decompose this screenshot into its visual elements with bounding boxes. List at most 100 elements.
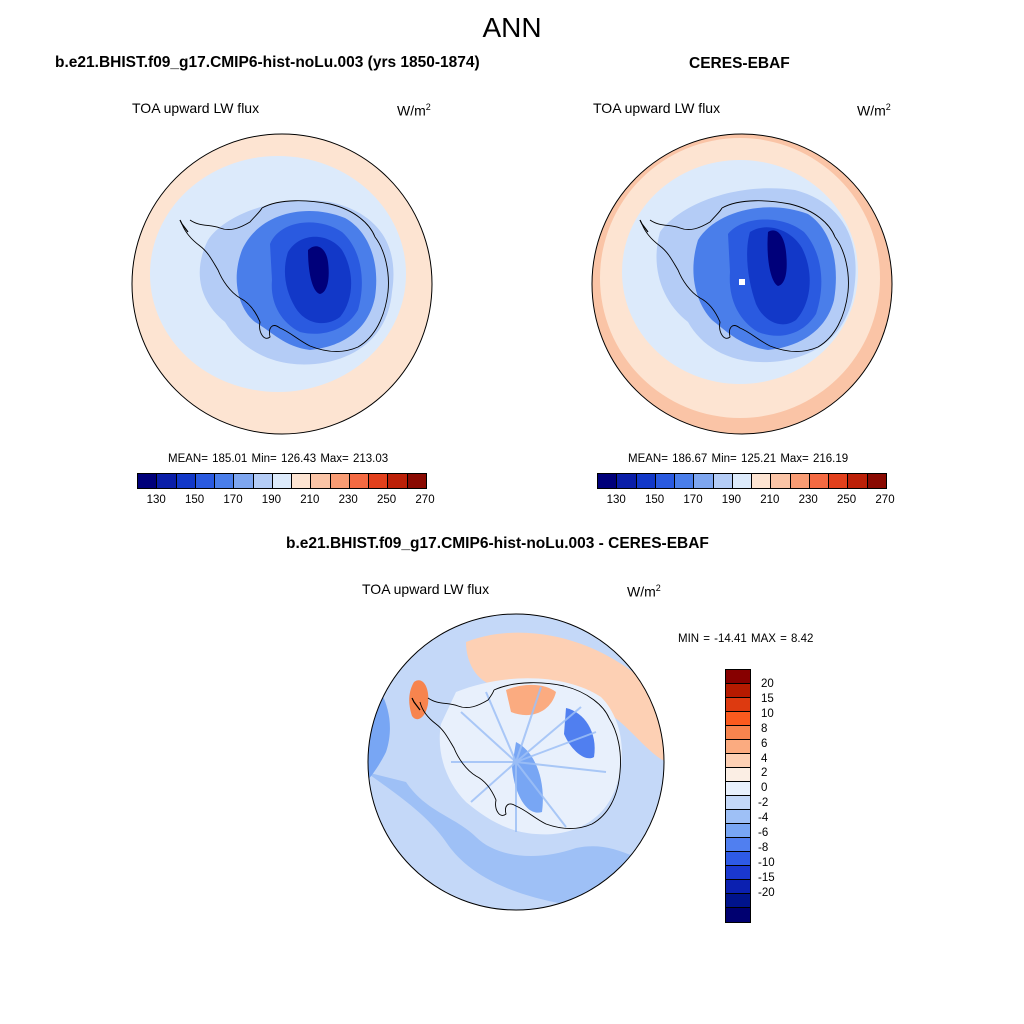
diff-colorbar-swatch [726,712,750,726]
model-colorbar-swatch [195,474,216,488]
model-unit-label: W/m2 [397,102,431,119]
model-colorbar [137,473,427,489]
model-colorbar-swatch [157,474,177,488]
diff-colorbar-label: 2 [761,767,768,780]
obs-colorbar-tick-label: 230 [798,494,818,506]
diff-colorbar-label: -20 [758,886,775,899]
obs-colorbar-swatch [598,474,618,488]
model-colorbar-ticks: 130 150 170 190 210 230 250 270 [137,494,435,508]
diff-colorbar-swatch [726,866,750,880]
diff-antarctica-coastline [419,682,621,829]
obs-antarctica-coastline [641,200,849,352]
diff-colorbar-label: -2 [758,797,769,810]
model-colorbar-tick-label: 190 [261,494,281,506]
obs-colorbar-swatch [790,474,810,488]
model-colorbar-swatch [234,474,254,488]
model-colorbar-swatch [215,474,235,488]
model-colorbar-swatch [330,474,350,488]
obs-variable-label: TOA upward LW flux [593,100,721,116]
diff-colorbar-swatch [726,838,750,852]
diff-colorbar-label: -4 [758,812,769,825]
model-colorbar-tick-label: 170 [223,494,243,506]
diff-southern-negative [368,772,664,910]
obs-colorbar-swatch [829,474,849,488]
model-map-border [131,133,433,435]
model-colorbar-swatch [272,474,293,488]
diff-colorbar-swatch [726,810,750,824]
model-peninsula-tip [179,219,189,233]
model-contour-130 [308,246,329,294]
model-colorbar-swatch [176,474,196,488]
obs-colorbar-tick-label: 250 [837,494,857,506]
model-colorbar-tick-label: 230 [338,494,358,506]
diff-peninsula-tip [411,697,421,711]
obs-colorbar-swatch [675,474,695,488]
obs-colorbar-swatch [809,474,830,488]
figure-title: ANN [482,12,542,43]
obs-colorbar-swatch [771,474,791,488]
obs-colorbar-swatch [752,474,772,488]
obs-colorbar-tick-label: 170 [683,494,703,506]
diff-colorbar-label: -6 [758,827,769,839]
diff-unit-label: W/m2 [627,583,661,600]
obs-colorbar-tick-label: 210 [760,494,780,506]
diff-polar-map [367,613,665,911]
diff-colorbar-swatch [726,740,750,754]
obs-colorbar-swatch [848,474,868,488]
diff-colorbar-swatch [726,768,750,782]
model-colorbar-tick-label: 130 [146,494,166,506]
diff-colorbar [725,669,751,923]
diff-positive-ridge [506,684,556,716]
obs-peninsula-tip [639,219,649,233]
diff-colorbar-swatch [726,908,750,922]
obs-colorbar-tick-label: 150 [645,494,665,506]
obs-stats: MEAN= 186.67 Min= 125.21 Max= 216.19 [628,453,849,465]
model-colorbar-swatch [311,474,331,488]
diff-colorbar-label: 0 [761,782,768,795]
diff-peninsula-positive [409,680,429,720]
diff-map-border [367,613,665,911]
diff-colorbar-swatch [726,782,750,796]
model-colorbar-swatch [292,474,312,488]
diff-north-positive [466,632,664,762]
diff-colorbar-label: 6 [761,737,768,750]
diff-stats: MIN = -14.41 MAX = 8.42 [678,633,814,645]
diff-colorbar-swatch [726,754,750,768]
model-panel-title: b.e21.BHIST.f09_g17.CMIP6-hist-noLu.003 … [55,54,480,71]
model-colorbar-swatch [369,474,389,488]
model-colorbar-swatch [388,474,408,488]
model-colorbar-swatch [349,474,370,488]
model-polar-map [131,133,433,435]
diff-radial-streaks [451,686,607,832]
diff-colorbar-label: 4 [761,752,768,765]
obs-colorbar-swatch [655,474,676,488]
obs-colorbar-tick-label: 270 [875,494,895,506]
diff-panel-title: b.e21.BHIST.f09_g17.CMIP6-hist-noLu.003 … [286,535,709,552]
diff-colorbar-label: -8 [758,841,769,854]
obs-colorbar-swatch [732,474,753,488]
model-colorbar-tick-label: 150 [185,494,205,506]
model-colorbar-swatch [138,474,158,488]
diff-colorbar-labels: 20 15 10 8 6 4 2 0 -2 -4 -6 -8 -10 -15 -20 [758,669,798,919]
obs-missing-pixel [739,279,745,285]
model-colorbar-tick-label: 210 [300,494,320,506]
diff-colorbar-swatch [726,852,750,866]
obs-colorbar-ticks: 130 150 170 190 210 230 250 270 [597,494,895,508]
obs-colorbar-tick-label: 190 [721,494,741,506]
diff-colorbar-swatch [726,796,750,810]
diff-colorbar-label: -15 [758,871,775,884]
model-colorbar-swatch [253,474,273,488]
diff-variable-label: TOA upward LW flux [362,581,490,597]
diff-colorbar-swatch [726,670,750,684]
diff-colorbar-swatch [726,726,750,740]
model-colorbar-tick-label: 250 [377,494,397,506]
obs-colorbar-swatch [617,474,637,488]
obs-colorbar-swatch [694,474,714,488]
obs-polar-map [591,133,893,435]
diff-colorbar-label: 15 [761,692,774,705]
obs-unit-label: W/m2 [857,102,891,119]
obs-map-border [591,133,893,435]
model-antarctica-coastline [181,200,389,352]
diff-colorbar-swatch [726,698,750,712]
model-colorbar-tick-label: 270 [415,494,435,506]
